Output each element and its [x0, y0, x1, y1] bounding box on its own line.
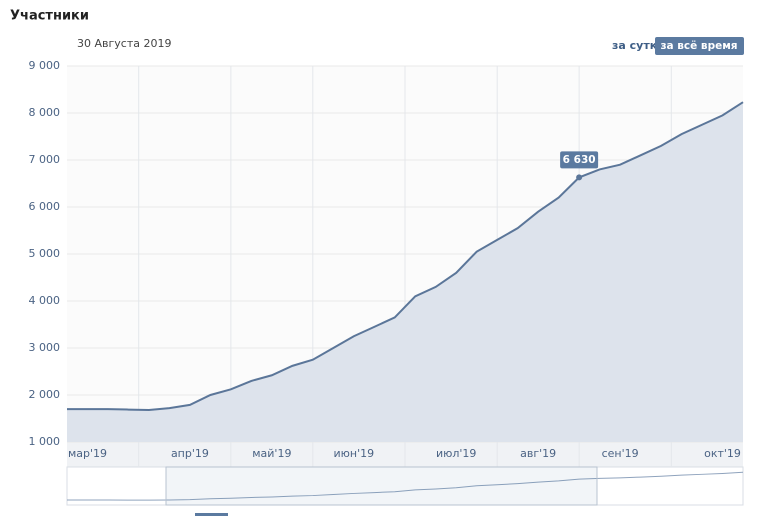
date-label: 30 Августа 2019: [77, 37, 171, 50]
area-fill: [67, 102, 743, 442]
y-tick-label: 1 000: [29, 435, 61, 448]
period-all-button[interactable]: за всё время: [660, 40, 737, 52]
navigator-line: [67, 471, 744, 501]
x-tick-label: май'19: [252, 447, 291, 460]
tooltip-bg: [560, 151, 599, 169]
y-tick-label: 9 000: [29, 59, 61, 72]
highlight-point: [576, 174, 583, 181]
y-tick-label: 2 000: [29, 388, 61, 401]
x-tick-label: апр'19: [171, 447, 209, 460]
x-tick-label: июн'19: [333, 447, 374, 460]
y-tick-label: 5 000: [29, 247, 61, 260]
x-tick-label: сен'19: [602, 447, 639, 460]
chart-title: Участники: [10, 9, 89, 24]
y-tick-label: 4 000: [29, 294, 61, 307]
y-tick-label: 6 000: [29, 200, 61, 213]
line: [67, 101, 744, 412]
y-tick-label: 7 000: [29, 153, 61, 166]
x-tick-label: окт'19: [704, 447, 741, 460]
y-tick-label: 8 000: [29, 106, 61, 119]
period-day-button[interactable]: за сутки: [612, 39, 665, 52]
x-tick-label: авг'19: [520, 447, 556, 460]
navigator-window: [165, 466, 598, 506]
x-tick-label: мар'19: [68, 447, 107, 460]
period-all-button-bg[interactable]: [655, 37, 744, 55]
scrollbar: [195, 513, 228, 516]
y-tick-label: 3 000: [29, 341, 61, 354]
tooltip-label: 6 630: [563, 154, 596, 166]
x-tick-label: июл'19: [436, 447, 476, 460]
